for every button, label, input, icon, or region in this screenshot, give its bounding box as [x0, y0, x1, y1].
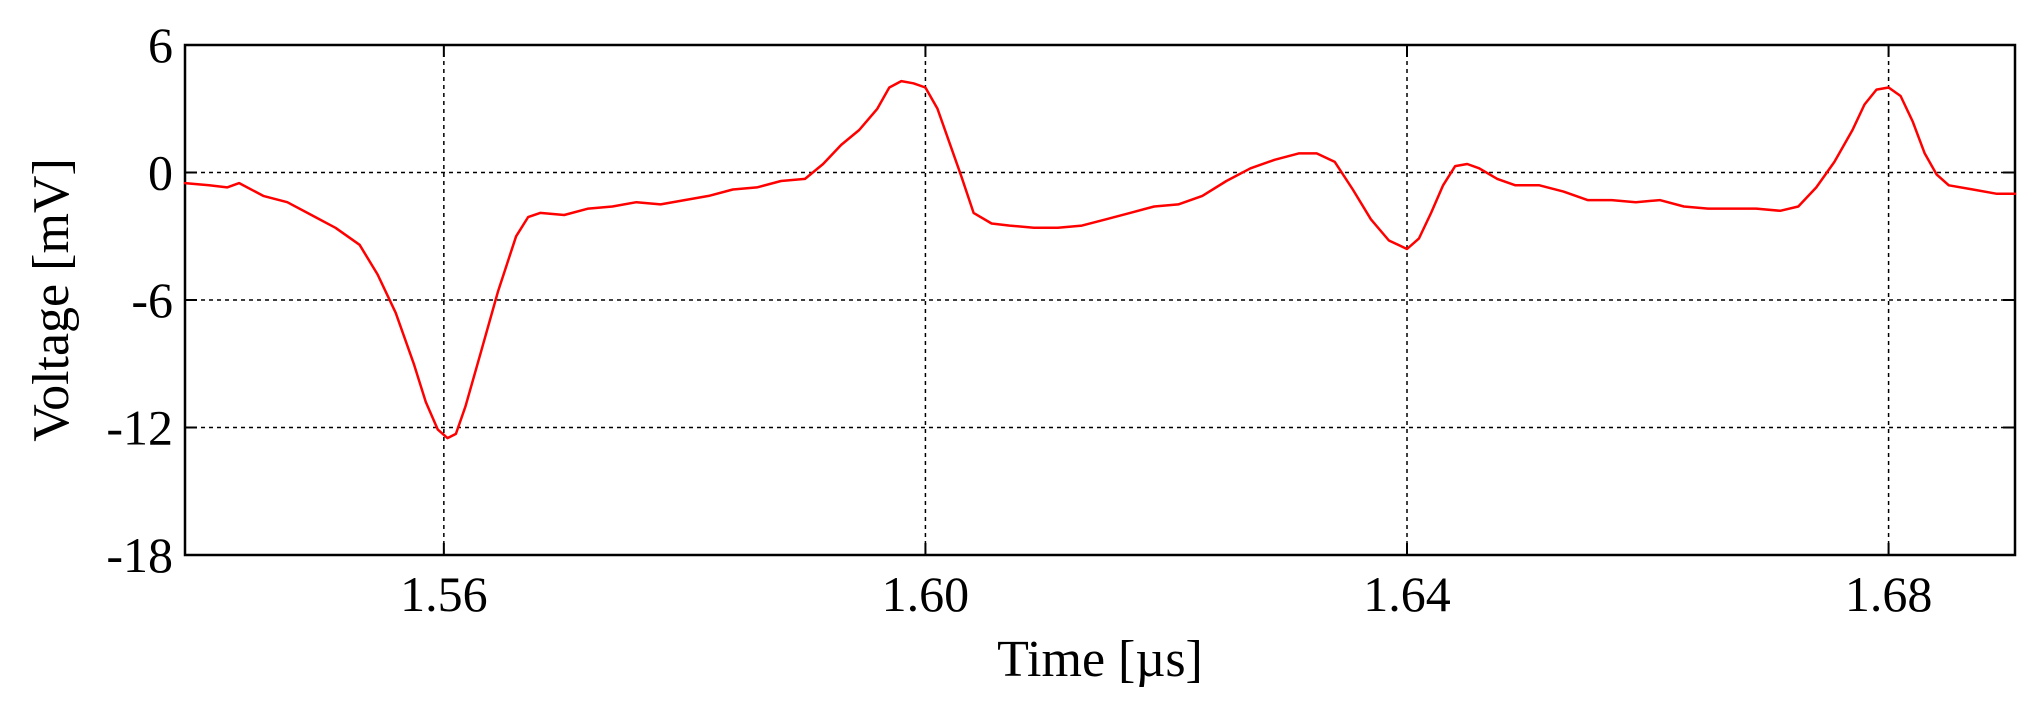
- y-axis-title: Voltage [mV]: [23, 158, 80, 442]
- x-axis-title: Time [µs]: [997, 631, 1203, 688]
- series-layer: [183, 79, 2017, 440]
- grid-lines: [185, 45, 2015, 555]
- y-tick-label: 6: [148, 17, 173, 73]
- y-tick-label: 0: [148, 145, 173, 201]
- voltage-series-line: [183, 79, 2017, 440]
- y-tick-label: -18: [106, 527, 173, 583]
- y-tick-label: -12: [106, 400, 173, 456]
- tick-labels: 1.56 1.60 1.64 1.68 6 0 -6 -12 -18: [106, 17, 1932, 622]
- x-tick-label: 1.68: [1845, 566, 1933, 622]
- axis-ticks: [185, 44, 2015, 556]
- x-tick-label: 1.56: [400, 566, 488, 622]
- x-tick-label: 1.64: [1363, 566, 1451, 622]
- y-tick-label: -6: [131, 272, 173, 328]
- x-tick-label: 1.60: [882, 566, 970, 622]
